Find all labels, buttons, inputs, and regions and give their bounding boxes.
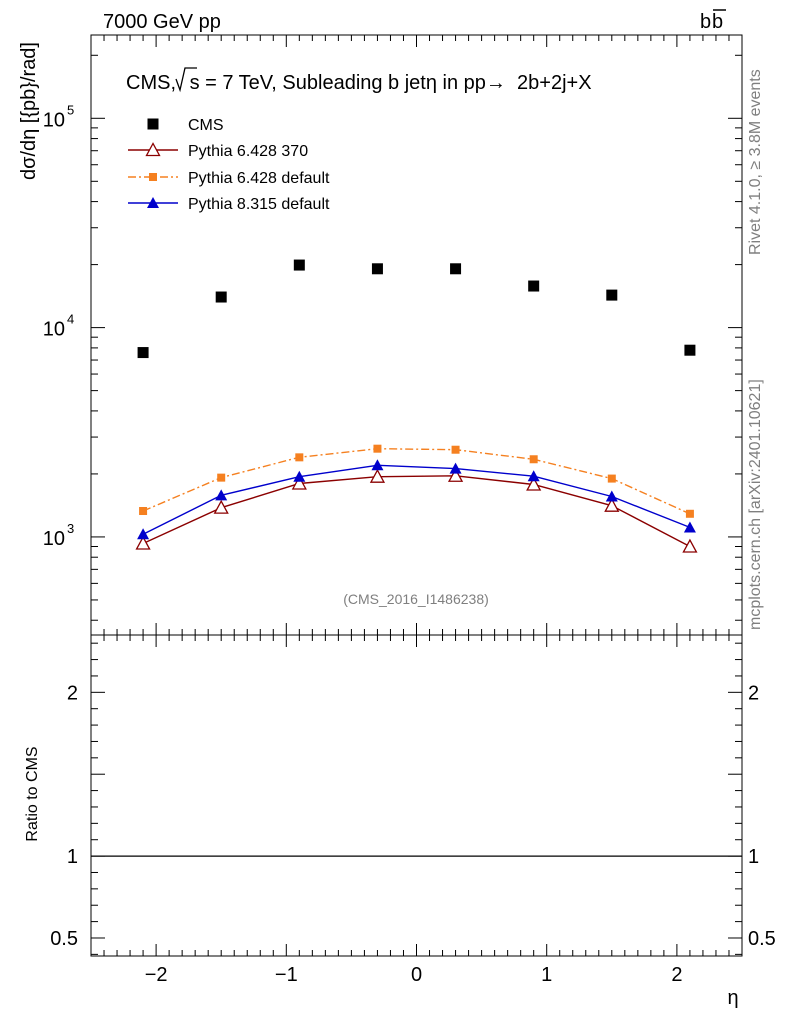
y-axis-label: dσ/dη [{pb}/rad] (18, 42, 40, 180)
series-3-points (137, 459, 696, 540)
data-point (291, 475, 307, 490)
data-point (604, 497, 620, 512)
analysis-watermark: (CMS_2016_I1486238) (343, 591, 489, 607)
process-b: b (700, 11, 711, 33)
data-point (528, 280, 540, 292)
series-1-points (135, 467, 698, 553)
data-point (447, 467, 464, 482)
data-point (527, 470, 540, 482)
chart-title: CMS, s = 7 TeV, Subleading b jetη in pp→… (126, 67, 592, 94)
x-axis-label: η (727, 987, 738, 1009)
data-point (371, 459, 384, 471)
data-point (295, 453, 304, 462)
legend-marker (147, 118, 159, 130)
data-point (213, 499, 229, 514)
ratio-tick-label: 1 (67, 846, 78, 868)
y-tick-exponent: 3 (67, 521, 74, 536)
ratio-axis-label: Ratio to CMS (24, 746, 41, 841)
legend-entry-0: CMS (147, 117, 224, 134)
x-tick-label: 0 (411, 964, 422, 986)
legend-marker (149, 173, 157, 181)
series-2-points (139, 444, 694, 518)
data-point (451, 445, 460, 454)
x-tick-label: 1 (541, 964, 552, 986)
data-point (215, 291, 227, 303)
data-point (607, 474, 616, 483)
series-0-points (137, 259, 696, 359)
data-point (605, 490, 618, 502)
data-point (529, 455, 538, 464)
legend-label: Pythia 6.428 default (188, 170, 330, 187)
legend-label: Pythia 6.428 370 (188, 143, 308, 160)
x-tick-label: 2 (671, 964, 682, 986)
ratio-tick-label: 2 (67, 682, 78, 704)
data-point (293, 259, 305, 271)
data-point (135, 535, 151, 550)
y-tick-exponent: 4 (67, 312, 74, 327)
data-point (682, 538, 698, 553)
title-prefix: CMS, (126, 72, 182, 94)
x-tick-label: −2 (145, 964, 168, 986)
data-point (684, 344, 696, 356)
data-point (606, 289, 618, 301)
y-tick-label: 10 4 (43, 312, 74, 341)
mcplots-label: mcplots.cern.ch [arXiv:2401.10621] (747, 379, 764, 630)
process-bbar: b (712, 11, 723, 33)
data-point (369, 468, 386, 483)
y-tick-base: 10 (43, 319, 65, 341)
data-point (450, 263, 462, 275)
data-point (449, 462, 462, 474)
title-sqrt-arg: s (190, 72, 200, 94)
sqrt-sign (175, 67, 197, 93)
ratio-tick-label: 0.5 (748, 928, 776, 950)
series-line-2 (142, 447, 691, 515)
legend-entry-3: Pythia 8.315 default (128, 196, 330, 213)
ratio-tick-label: 1 (748, 846, 759, 868)
data-point (683, 521, 696, 533)
svg-text:CMS, s = 7 TeV, Subleading b j: CMS, s = 7 TeV, Subleading b jetη in pp→… (126, 72, 592, 94)
series-line-3 (142, 464, 691, 535)
data-point (137, 347, 149, 359)
data-point (139, 507, 148, 516)
series-line-1 (142, 475, 691, 548)
x-tick-label: −1 (275, 964, 298, 986)
data-point (293, 470, 306, 482)
data-point (685, 509, 694, 518)
header-process-label: b b (700, 9, 726, 33)
legend-marker (145, 142, 161, 157)
ratio-frame (90, 634, 743, 957)
data-point (371, 263, 383, 275)
rivet-label: Rivet 4.1.0, ≥ 3.8M events (747, 69, 764, 255)
header-energy-label: 7000 GeV pp (103, 11, 221, 33)
legend-label: Pythia 8.315 default (188, 196, 330, 213)
legend-entry-2: Pythia 6.428 default (128, 170, 330, 187)
y-tick-label: 10 3 (43, 521, 74, 550)
ratio-tick-label: 2 (748, 682, 759, 704)
series-layer (135, 259, 698, 553)
data-point (137, 528, 150, 540)
legend: CMS Pythia 6.428 370 Pythia 6.428 default P… (128, 117, 330, 213)
legend-label: CMS (188, 117, 224, 134)
y-tick-base: 10 (43, 109, 65, 131)
data-point (215, 489, 228, 501)
y-tick-label: 10 5 (43, 102, 74, 131)
data-point (373, 444, 382, 453)
y-tick-base: 10 (43, 528, 65, 550)
legend-marker (147, 197, 159, 208)
y-tick-exponent: 5 (67, 102, 74, 117)
data-point (526, 476, 542, 491)
data-point (217, 473, 226, 482)
legend-entry-1: Pythia 6.428 370 (128, 142, 308, 160)
ratio-tick-label: 0.5 (50, 928, 78, 950)
title-suffix: = 7 TeV, Subleading b jetη in pp→ 2b+2j+… (200, 72, 592, 94)
